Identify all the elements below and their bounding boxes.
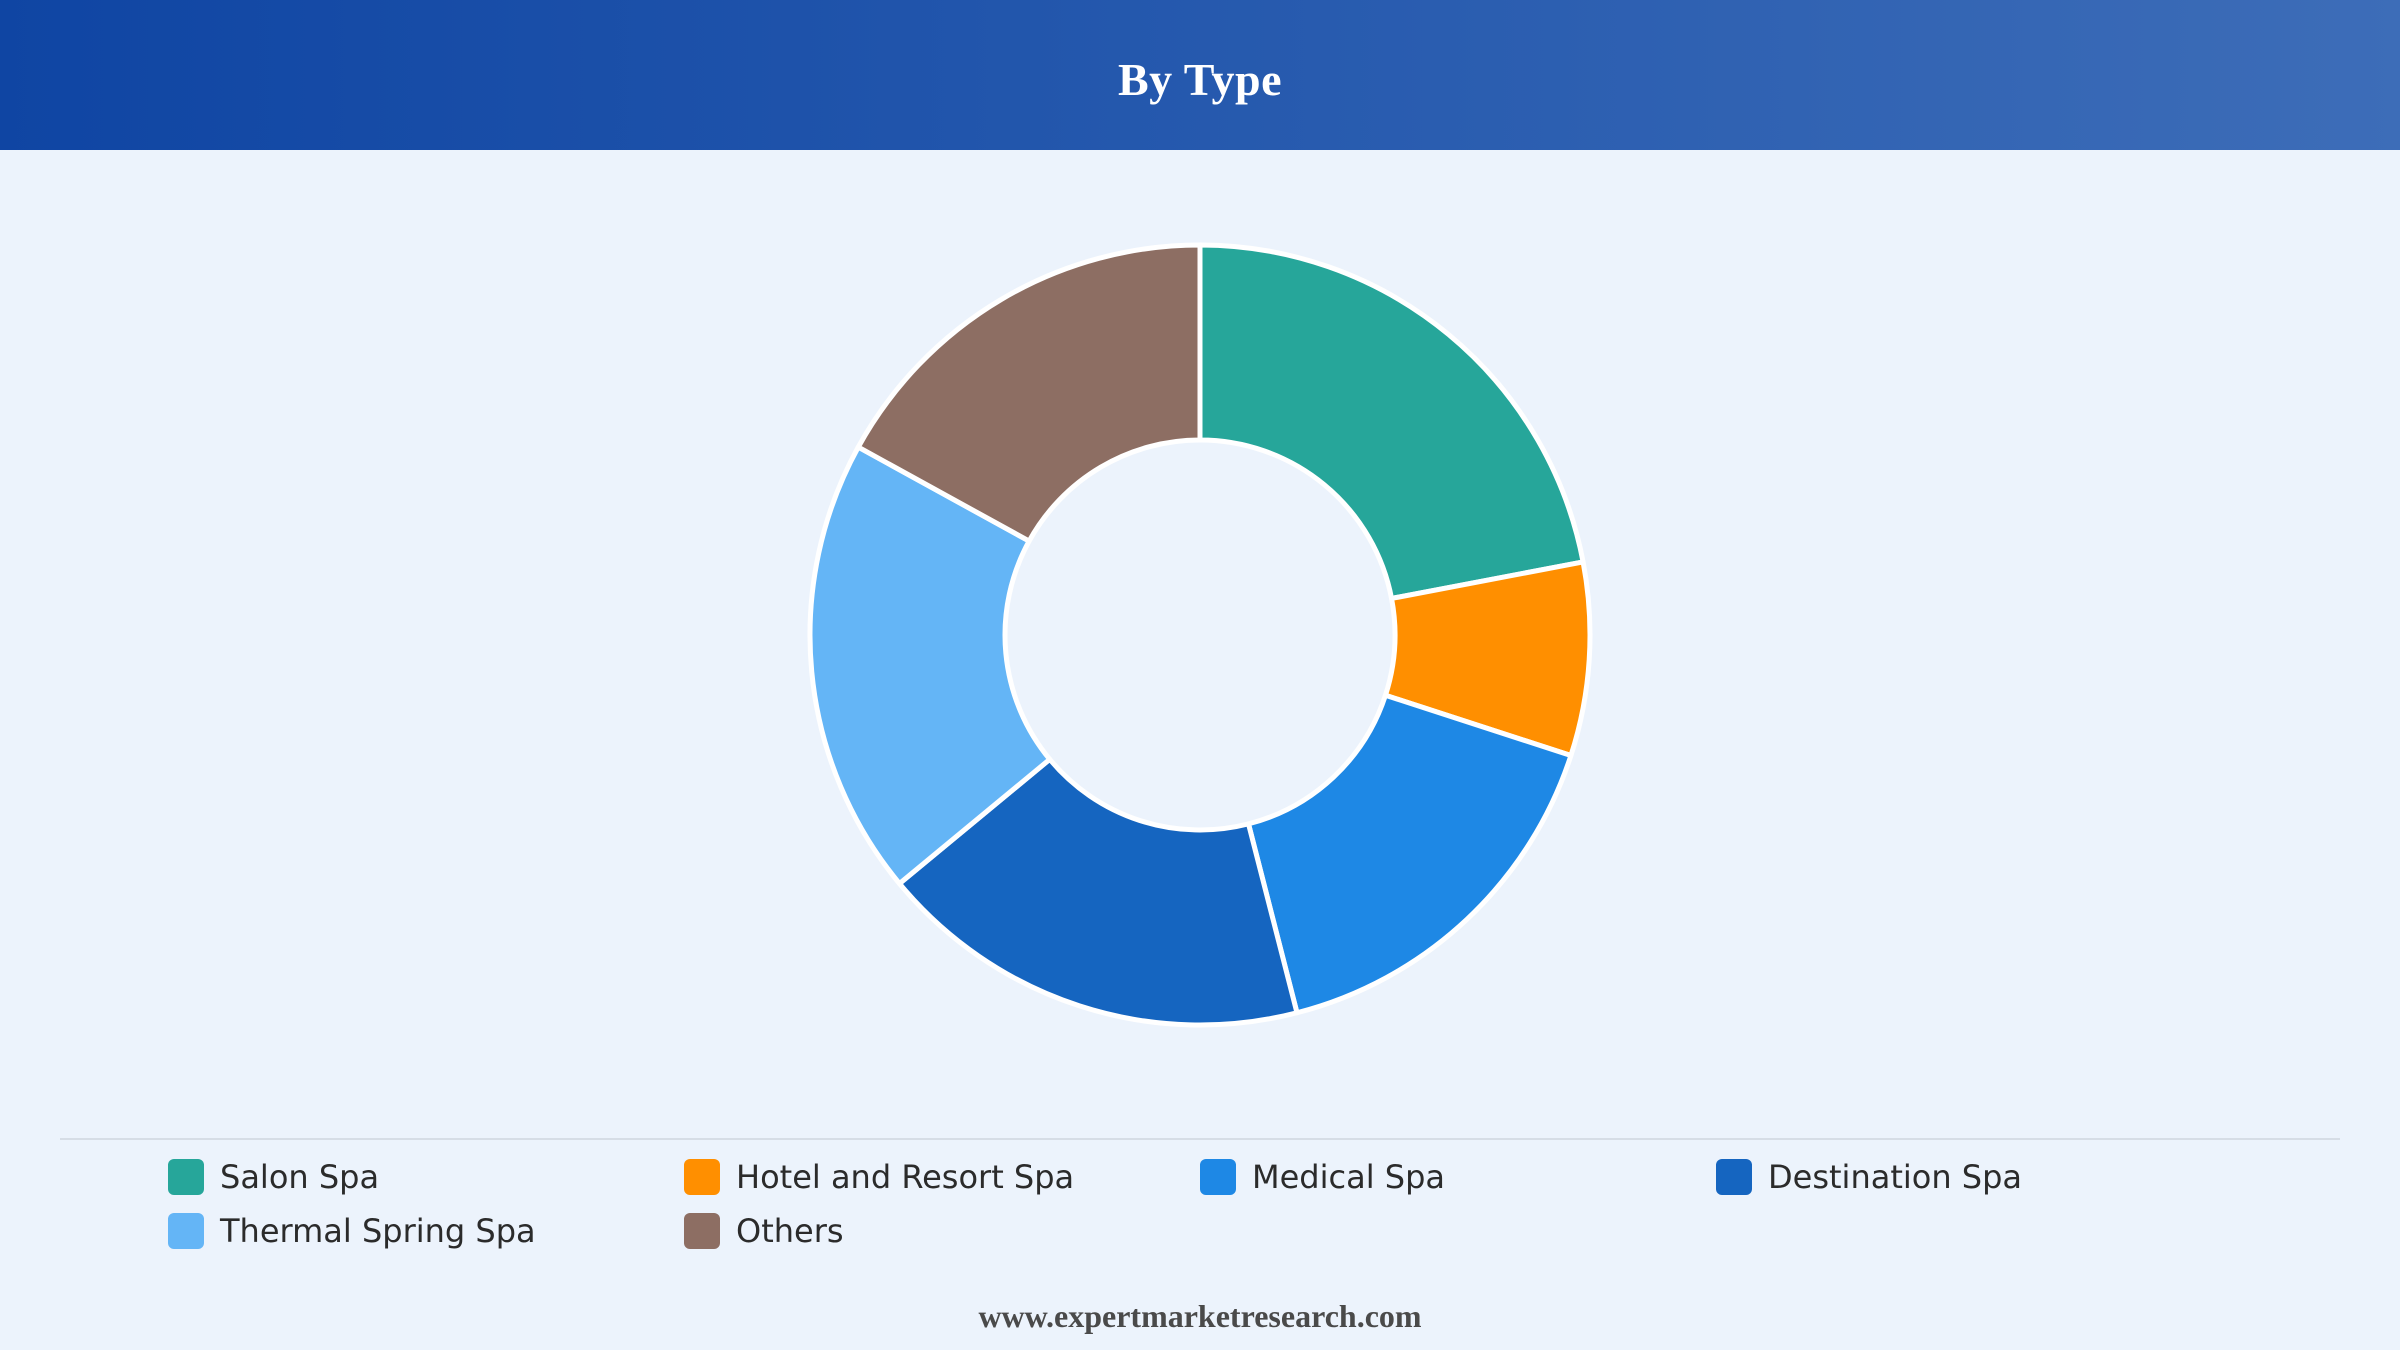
slice-medical-spa[interactable] (1245, 692, 1574, 1016)
legend-item-hotel-and-resort-spa[interactable]: Hotel and Resort Spa (684, 1150, 1074, 1204)
slice-salon-spa[interactable] (1197, 242, 1586, 601)
legend-label: Thermal Spring Spa (220, 1212, 536, 1250)
legend-swatch-hotel-and-resort-spa (684, 1159, 720, 1195)
donut-chart (807, 242, 1593, 1028)
legend-swatch-others (684, 1213, 720, 1249)
source-url: www.expertmarketresearch.com (978, 1298, 1422, 1334)
legend-label: Medical Spa (1252, 1158, 1445, 1196)
chart-legend: Salon Spa Hotel and Resort Spa Medical S… (0, 1150, 2400, 1270)
legend-swatch-thermal-spring-spa (168, 1213, 204, 1249)
legend-item-thermal-spring-spa[interactable]: Thermal Spring Spa (168, 1204, 536, 1258)
legend-label: Hotel and Resort Spa (736, 1158, 1075, 1196)
legend-label: Salon Spa (220, 1158, 380, 1196)
legend-item-salon-spa[interactable]: Salon Spa (168, 1150, 379, 1204)
slice-thermal-spring-spa[interactable] (807, 444, 1053, 887)
legend-divider (60, 1138, 2340, 1140)
legend-swatch-medical-spa (1200, 1159, 1236, 1195)
legend-item-medical-spa[interactable]: Medical Spa (1200, 1150, 1445, 1204)
legend-item-destination-spa[interactable]: Destination Spa (1716, 1150, 2022, 1204)
chart-title: By Type (1117, 53, 1283, 105)
slice-others[interactable] (855, 242, 1203, 544)
header-bar: By Type (0, 0, 2400, 150)
legend-swatch-destination-spa (1716, 1159, 1752, 1195)
legend-label: Others (736, 1212, 844, 1250)
donut-slices (807, 242, 1593, 1028)
legend-item-others[interactable]: Others (684, 1204, 844, 1258)
legend-label: Destination Spa (1768, 1158, 2023, 1196)
slice-destination-spa[interactable] (897, 756, 1300, 1028)
legend-swatch-salon-spa (168, 1159, 204, 1195)
